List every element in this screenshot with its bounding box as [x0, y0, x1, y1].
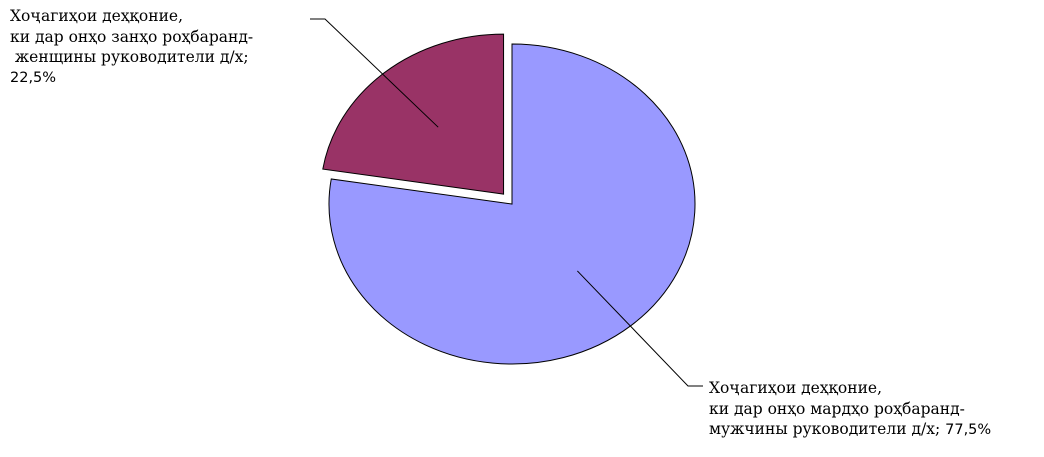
- slice-value-women: 22,5%: [10, 69, 57, 86]
- leader-line-women: [310, 18, 439, 128]
- slice-label-men: Хоҷагиҳои деҳқоние, ки дар онҳо мардҳо р…: [709, 378, 991, 441]
- slice-label-women-line-2: ки дар онҳо занҳо роҳбаранд-: [10, 27, 254, 46]
- slice-label-men-line-2: ки дар онҳо мардҳо роҳбаранд-: [709, 399, 965, 418]
- slice-men: [328, 43, 696, 365]
- slice-women: [322, 33, 505, 195]
- slice-label-women-line-1: Хоҷагиҳои деҳқоние,: [10, 7, 184, 25]
- slice-label-men-line-1: Хоҷагиҳои деҳқоние,: [709, 379, 883, 397]
- leader-line-men: [577, 270, 703, 387]
- slice-label-women-line-3: женщины руководители д/х;: [10, 48, 249, 66]
- slice-value-men: 77,5%: [945, 422, 992, 438]
- slice-label-men-line-3: мужчины руководители д/х; 77,5%: [709, 420, 992, 438]
- slice-label-women: Хоҷагиҳои деҳқоние, ки дар онҳо занҳо ро…: [10, 6, 253, 88]
